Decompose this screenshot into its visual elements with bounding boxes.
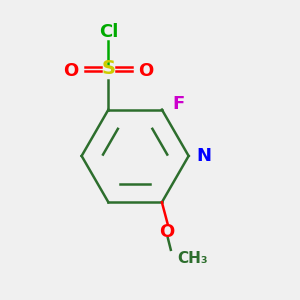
Text: O: O [138, 62, 153, 80]
Text: F: F [172, 95, 184, 113]
Text: S: S [101, 58, 116, 77]
Text: N: N [196, 147, 211, 165]
Text: CH₃: CH₃ [177, 251, 207, 266]
Text: O: O [159, 223, 174, 241]
Text: O: O [64, 62, 79, 80]
Text: Cl: Cl [99, 23, 118, 41]
